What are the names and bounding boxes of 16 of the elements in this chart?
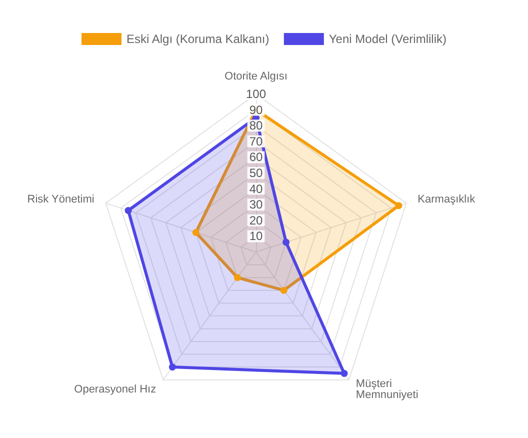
y-tick-label: 40: [249, 182, 263, 196]
y-tick-label: 60: [249, 150, 263, 164]
y-tick-label: 100: [246, 87, 266, 101]
y-tick-label: 10: [249, 229, 263, 244]
spoke-label: Operasyonel Hız: [74, 384, 156, 396]
legend-label: Yeni Model (Verimlilik): [328, 32, 447, 46]
y-tick-label: 80: [249, 118, 263, 133]
spoke-label: Müşteri Memnuniyeti: [356, 378, 418, 402]
y-tick-label: 20: [249, 213, 263, 228]
spoke-label: Risk Yönetimi: [27, 193, 94, 206]
spoke-label: Karmaşıklık: [418, 193, 476, 206]
y-tick-label: 30: [249, 198, 263, 212]
y-tick-label: 50: [249, 166, 263, 180]
spoke-label: Otorite Algısı: [224, 70, 288, 82]
y-tick-label: 70: [249, 134, 263, 148]
legend-label: Eski Algı (Koruma Kalkanı): [126, 32, 270, 46]
